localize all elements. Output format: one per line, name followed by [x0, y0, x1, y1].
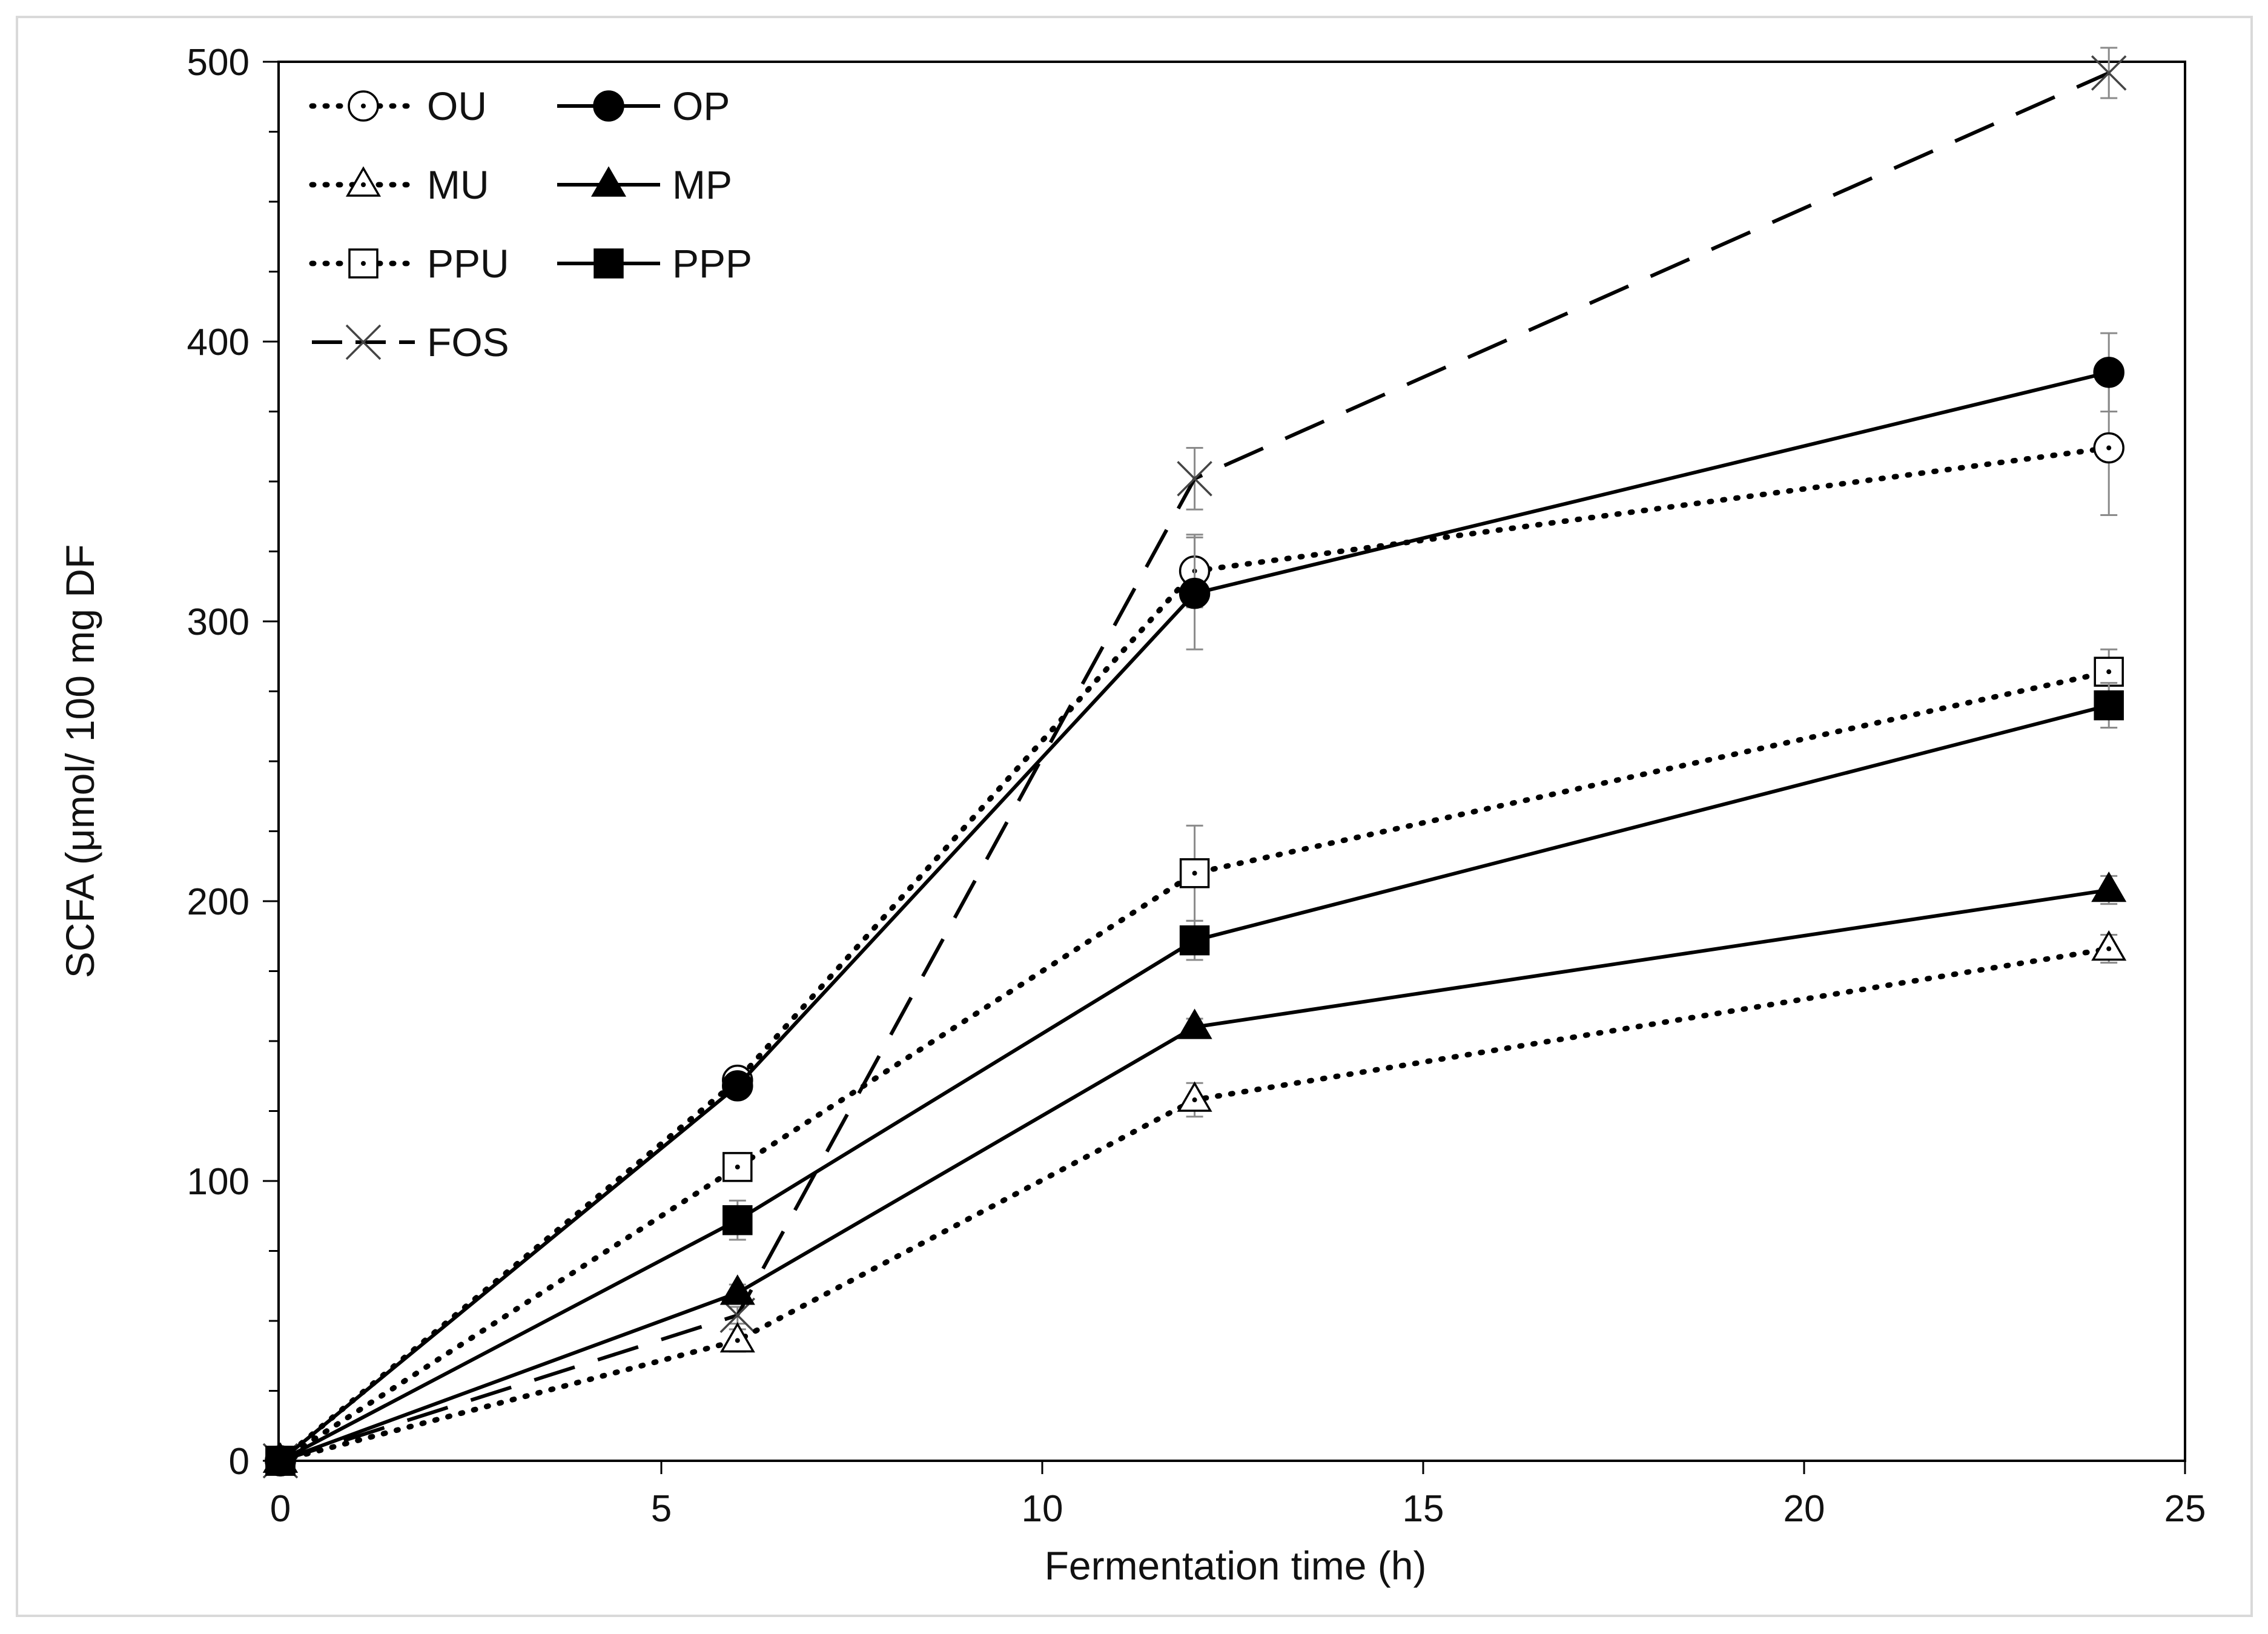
series-line-mu: [277, 946, 2112, 1464]
plot-area: [277, 61, 2186, 1462]
y-tick-label: 300: [187, 601, 250, 643]
y-tick-label: 200: [187, 881, 250, 923]
data-point-fos: [1177, 461, 1212, 497]
series-line-ppp: [279, 703, 2109, 1463]
data-point-mp: [1177, 1008, 1212, 1039]
y-tick-label: 100: [187, 1161, 250, 1203]
legend-item-ppu: PPU: [309, 241, 509, 286]
data-point-mu: [719, 1321, 755, 1353]
x-tick-label: 0: [270, 1488, 291, 1530]
marker-center-dot: [2106, 445, 2112, 451]
marker-center-dot: [361, 182, 366, 187]
legend-label-op: OP: [672, 84, 730, 128]
legend-label-ou: OU: [427, 84, 487, 128]
data-point-ppp: [722, 1205, 753, 1235]
x-tick-label: 15: [1403, 1488, 1444, 1530]
data-point-mu: [2091, 930, 2127, 961]
marker-center-dot: [735, 1338, 740, 1343]
marker-center-dot: [1192, 870, 1197, 876]
x-tick-label: 10: [1022, 1488, 1063, 1530]
data-point-mp: [2091, 872, 2127, 902]
marker-center-dot: [361, 104, 366, 108]
legend-label-ppp: PPP: [672, 241, 752, 286]
series-line-ppu: [277, 669, 2112, 1464]
data-point-ppp: [1179, 925, 1210, 956]
data-point-op: [722, 1070, 753, 1102]
y-tick-label: 500: [187, 42, 250, 84]
y-tick-label: 0: [229, 1441, 250, 1483]
x-tick-label: 25: [2164, 1488, 2206, 1530]
legend-label-mp: MP: [672, 162, 732, 207]
data-point-ppp: [2094, 690, 2124, 721]
legend-item-ou: OU: [309, 84, 487, 128]
marker-center-dot: [361, 261, 366, 266]
y-tick-label: 400: [187, 322, 250, 363]
legend-label-mu: MU: [427, 162, 489, 207]
legend-label-fos: FOS: [427, 320, 509, 365]
y-axis-title: SCFA (μmol/ 100 mg DF: [58, 544, 102, 979]
legend-item-mp: MP: [557, 162, 732, 207]
x-axis-title: Fermentation time (h): [1045, 1543, 1427, 1588]
legend: OU OP MU MP PPU PPP FOS: [309, 84, 752, 365]
legend-marker-op: [593, 90, 624, 122]
legend-item-op: OP: [557, 84, 730, 128]
series-line-fos: [280, 71, 2110, 1463]
data-point-ppp: [265, 1446, 296, 1476]
legend-item-fos: FOS: [312, 320, 509, 365]
marker-center-dot: [735, 1164, 740, 1169]
data-point-fos: [2091, 55, 2127, 91]
x-tick-label: 5: [651, 1488, 672, 1530]
legend-item-mu: MU: [309, 162, 489, 207]
data-point-ppu: [722, 1152, 753, 1182]
series-line-ou: [277, 445, 2112, 1464]
series-group: [262, 47, 2127, 1479]
data-point-op: [1179, 578, 1211, 609]
series-line-op: [279, 370, 2109, 1463]
legend-marker-ppp: [593, 248, 624, 279]
axes: 0 100 200 300 400 500 0 5 10 15 20 25: [187, 42, 2206, 1530]
legend-label-ppu: PPU: [427, 241, 509, 286]
series-fos: [262, 47, 2127, 1479]
marker-center-dot: [2106, 946, 2112, 951]
legend-item-ppp: PPP: [557, 241, 752, 286]
series-ppp: [265, 682, 2124, 1476]
marker-center-dot: [1192, 1097, 1197, 1103]
legend-marker-fos: [345, 324, 382, 360]
series-line-mp: [279, 888, 2109, 1463]
legend-marker-mp: [590, 166, 627, 197]
legend-marker-mu: [345, 166, 382, 197]
data-point-mu: [1177, 1081, 1212, 1112]
data-point-op: [2093, 357, 2124, 388]
data-point-mp: [719, 1274, 755, 1305]
x-tick-label: 20: [1784, 1488, 1825, 1530]
marker-center-dot: [2106, 669, 2112, 675]
